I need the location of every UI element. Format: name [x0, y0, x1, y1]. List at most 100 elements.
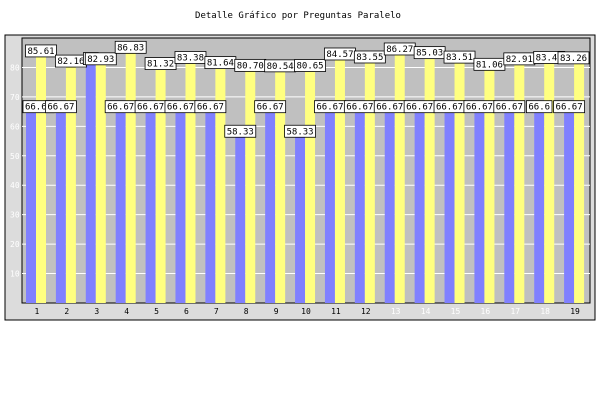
- bar-series-2: [544, 57, 555, 303]
- bar-series-2: [36, 50, 46, 303]
- data-label-box: [353, 50, 386, 64]
- bar-series-1: [504, 106, 515, 304]
- data-label: 83.38: [174, 51, 207, 64]
- bar-series-1: [265, 106, 276, 304]
- data-label-text: 66.67: [137, 103, 164, 113]
- data-label: 66.67: [164, 100, 197, 114]
- data-label-text: 66.67: [167, 103, 194, 113]
- data-label-text: 82.16: [57, 57, 84, 67]
- data-label-text: 66.67: [107, 103, 134, 113]
- data-label-text: 81.32: [147, 60, 174, 70]
- bar-series-2: [65, 61, 76, 304]
- data-label-text: 66.67: [25, 103, 52, 113]
- x-tick-label: 8: [244, 307, 249, 316]
- data-label-text: 83.38: [177, 53, 204, 63]
- x-tick-label: 17: [510, 307, 520, 316]
- bar-series-2: [305, 65, 316, 304]
- data-label: 66.67: [254, 100, 287, 114]
- x-tick-label: 18: [540, 307, 550, 316]
- data-label: 86.83: [114, 40, 147, 54]
- data-label: 58.33: [284, 124, 316, 138]
- bar-series-2: [424, 52, 435, 304]
- y-tick-label: 20: [10, 240, 20, 249]
- data-label: 82.91: [503, 52, 536, 66]
- y-tick-label: 40: [10, 181, 20, 190]
- data-label-text: 58.33: [287, 127, 314, 137]
- data-label-text: 66.67: [257, 103, 284, 113]
- data-label: 81.64: [204, 56, 237, 70]
- x-tick-label: 16: [481, 307, 491, 316]
- bar-series-1: [145, 106, 156, 304]
- data-label: 83.26: [557, 51, 590, 65]
- data-label: 66.67: [433, 100, 466, 114]
- data-label: 66.67: [314, 100, 346, 114]
- data-label: 66.67: [194, 100, 227, 114]
- data-label-text: 83.26: [560, 54, 587, 64]
- y-tick-label: 80: [10, 63, 20, 72]
- data-label-box: [443, 50, 476, 64]
- data-label: 81.06: [473, 57, 506, 71]
- data-label: 82.16: [54, 54, 87, 68]
- data-label-text: 66.67: [346, 103, 373, 113]
- data-label-text: 66.67: [316, 103, 343, 113]
- data-label-text: 58.33: [227, 127, 254, 137]
- bar-series-2: [275, 65, 286, 303]
- data-label-box: [557, 51, 590, 65]
- bar-series-1: [324, 106, 335, 304]
- data-label: 66.67: [134, 100, 167, 114]
- bar-series-1: [235, 131, 246, 303]
- bar-series-2: [245, 65, 256, 303]
- x-tick-label: 11: [331, 307, 341, 316]
- data-label-text: 66.67: [406, 103, 433, 113]
- bar-series-1: [534, 106, 545, 304]
- bar-series-1: [384, 106, 395, 304]
- bar-series-1: [175, 106, 186, 304]
- data-label: 80.54: [264, 59, 297, 73]
- data-label-text: 81.64: [207, 59, 234, 69]
- data-label: 86.27: [383, 42, 416, 56]
- data-label-text: 66.67: [376, 103, 403, 113]
- x-axis-ticks: 1 2 3 4 5 6 7 8 9 10 11 12 13 14 15 16 17 18 19: [35, 307, 581, 316]
- x-tick-label: 19: [570, 307, 580, 316]
- data-label-text: 66.67: [556, 103, 583, 113]
- x-tick-label: 6: [184, 307, 189, 316]
- data-label-box: [284, 124, 316, 138]
- bar-series-2: [514, 58, 525, 303]
- data-label: 80.70: [234, 58, 267, 72]
- data-label-box: [254, 100, 287, 114]
- data-label-text: 84.57: [326, 50, 353, 60]
- x-tick-label: 10: [301, 307, 311, 316]
- x-tick-label: 15: [451, 307, 461, 316]
- bar-series-2: [574, 57, 585, 304]
- data-label-box: [526, 100, 553, 114]
- y-tick-label: 70: [10, 93, 20, 102]
- data-label: 85.03: [413, 46, 446, 60]
- bar-series-2: [125, 47, 136, 303]
- data-label: 84.57: [324, 47, 356, 61]
- bar-series-1: [205, 106, 216, 304]
- data-label: 83.55: [353, 50, 386, 64]
- bar-series-1: [564, 106, 575, 304]
- data-label-text: 66.67: [436, 103, 463, 113]
- data-label-box: [553, 100, 586, 114]
- data-label-box: [84, 52, 117, 66]
- data-label: 83.51: [443, 50, 476, 64]
- data-label-box: [294, 59, 326, 72]
- x-tick-label: 14: [421, 307, 431, 316]
- bar-series-1: [354, 106, 365, 304]
- data-label: 66.67: [44, 100, 77, 114]
- bar-series-1: [474, 106, 485, 304]
- bar-series-1: [115, 106, 126, 304]
- bar-series-2: [185, 57, 196, 304]
- x-tick-label: 9: [274, 307, 279, 316]
- data-label-text: 80.65: [297, 62, 324, 72]
- data-label-box: [25, 44, 57, 58]
- bar-series-2: [484, 64, 495, 303]
- bar-series-1: [444, 106, 455, 304]
- data-label-text: 86.83: [117, 43, 144, 53]
- data-label-text: 80.70: [237, 61, 264, 71]
- data-label: 58.33: [224, 124, 257, 138]
- bar-series-2: [364, 56, 375, 303]
- data-label: 66.6: [526, 100, 553, 114]
